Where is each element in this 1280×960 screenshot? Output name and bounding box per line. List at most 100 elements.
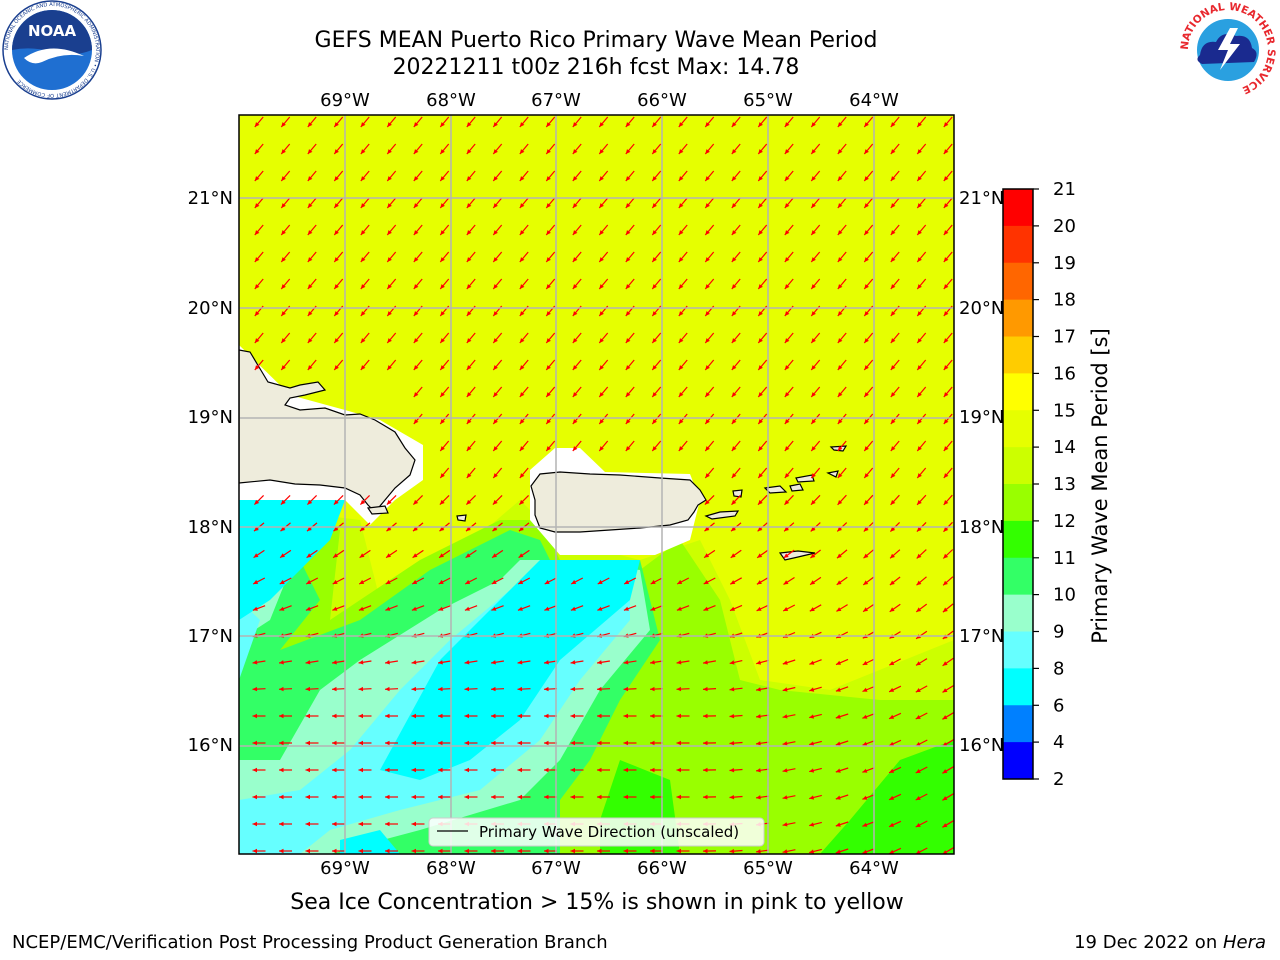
wave-arrow bbox=[837, 386, 847, 398]
colorbar-tick-label: 17 bbox=[1053, 327, 1076, 348]
wave-arrow bbox=[332, 767, 345, 773]
lon-label-bottom-69w: 69°W bbox=[320, 858, 370, 879]
wave-arrow bbox=[651, 440, 662, 452]
wave-arrow bbox=[810, 549, 821, 559]
wave-arrow bbox=[757, 197, 768, 209]
wave-arrow bbox=[464, 686, 478, 692]
lon-label-bottom-64w: 64°W bbox=[849, 858, 899, 879]
wave-arrow bbox=[731, 251, 741, 263]
wave-arrow bbox=[411, 740, 425, 746]
wave-arrow bbox=[916, 359, 927, 371]
wave-arrow bbox=[757, 332, 768, 344]
wave-arrow bbox=[360, 251, 370, 263]
wave-arrow bbox=[413, 143, 423, 155]
wave-arrow bbox=[572, 278, 582, 290]
wave-arrow bbox=[837, 116, 847, 128]
wave-arrow bbox=[598, 170, 609, 182]
wave-arrow bbox=[888, 793, 902, 801]
wave-arrow bbox=[598, 413, 609, 425]
wave-arrow bbox=[307, 197, 317, 209]
wave-arrow bbox=[466, 143, 476, 155]
colorbar-segment bbox=[1003, 336, 1033, 374]
wave-arrow bbox=[252, 848, 266, 854]
wave-arrow bbox=[863, 413, 874, 425]
wave-arrow bbox=[890, 170, 900, 182]
wave-arrow bbox=[305, 577, 319, 585]
wave-arrow bbox=[651, 197, 662, 209]
wave-arrow bbox=[439, 116, 450, 128]
wave-arrow bbox=[438, 549, 451, 559]
wave-arrow bbox=[783, 576, 795, 586]
wave-arrow bbox=[492, 251, 503, 263]
wave-arrow bbox=[651, 332, 662, 344]
wave-arrow bbox=[279, 660, 292, 665]
wave-arrow bbox=[384, 686, 399, 692]
wave-arrow bbox=[782, 768, 796, 773]
wave-arrow bbox=[890, 224, 900, 236]
colorbar-tick-label: 18 bbox=[1053, 290, 1076, 311]
wave-arrow bbox=[492, 116, 503, 128]
wave-arrow bbox=[809, 659, 822, 665]
lat-label-left-16n: 16°N bbox=[188, 735, 233, 756]
wave-arrow bbox=[254, 224, 264, 236]
wave-arrow bbox=[597, 605, 610, 611]
wave-arrow bbox=[731, 116, 741, 128]
wave-arrow bbox=[332, 794, 345, 800]
wave-arrow bbox=[863, 197, 874, 209]
wave-arrow bbox=[519, 440, 529, 452]
wave-arrow bbox=[704, 116, 715, 128]
wave-arrow bbox=[651, 116, 662, 128]
wave-arrow bbox=[411, 821, 425, 827]
colorbar-tick-label: 6 bbox=[1053, 695, 1064, 716]
wave-arrow bbox=[650, 605, 663, 611]
wave-arrow bbox=[545, 332, 556, 344]
wave-arrow bbox=[942, 820, 954, 828]
wave-arrow bbox=[784, 440, 794, 452]
wave-arrow bbox=[784, 143, 794, 155]
wave-arrow bbox=[809, 848, 822, 854]
wave-arrow bbox=[466, 467, 476, 479]
wave-arrow bbox=[942, 793, 954, 801]
wave-arrow bbox=[888, 712, 902, 720]
wave-arrow bbox=[492, 170, 503, 182]
wave-arrow bbox=[810, 197, 821, 209]
wave-arrow bbox=[332, 577, 345, 585]
wave-arrow bbox=[572, 116, 582, 128]
wave-arrow bbox=[862, 848, 875, 854]
colorbar-segment bbox=[1003, 373, 1033, 411]
wave-arrow bbox=[411, 660, 425, 665]
colorbar-tick-label: 15 bbox=[1053, 400, 1076, 421]
wave-arrow bbox=[915, 847, 928, 854]
wave-arrow bbox=[650, 794, 663, 800]
wave-arrow bbox=[307, 143, 317, 155]
wave-arrow bbox=[943, 413, 953, 425]
wave-arrow bbox=[942, 603, 954, 613]
wave-arrow bbox=[782, 795, 796, 800]
wave-arrow bbox=[252, 577, 266, 585]
wave-arrow bbox=[623, 848, 637, 854]
wave-arrow bbox=[783, 549, 795, 559]
wave-arrow bbox=[333, 359, 344, 371]
wave-arrow bbox=[809, 576, 822, 586]
wave-arrow bbox=[678, 116, 688, 128]
wave-arrow bbox=[466, 386, 476, 398]
wave-arrow bbox=[890, 116, 900, 128]
wave-arrow bbox=[572, 386, 582, 398]
wave-arrow bbox=[784, 359, 794, 371]
colorbar-segment bbox=[1003, 225, 1033, 264]
wave-arrow bbox=[413, 359, 423, 371]
wave-arrow bbox=[731, 332, 741, 344]
wave-arrow bbox=[490, 686, 505, 692]
wave-arrow bbox=[702, 848, 717, 854]
land-virgin-gorda bbox=[826, 470, 839, 478]
wave-arrow bbox=[307, 359, 317, 371]
wave-arrow bbox=[385, 767, 398, 773]
wave-arrow bbox=[305, 740, 319, 746]
wave-arrow bbox=[756, 577, 769, 585]
colorbar-tick-label: 20 bbox=[1053, 216, 1076, 237]
wave-arrow bbox=[625, 359, 635, 371]
wave-arrow bbox=[358, 767, 372, 773]
wave-arrow bbox=[810, 440, 821, 452]
wave-arrow bbox=[280, 494, 291, 506]
wave-arrow bbox=[809, 713, 822, 719]
